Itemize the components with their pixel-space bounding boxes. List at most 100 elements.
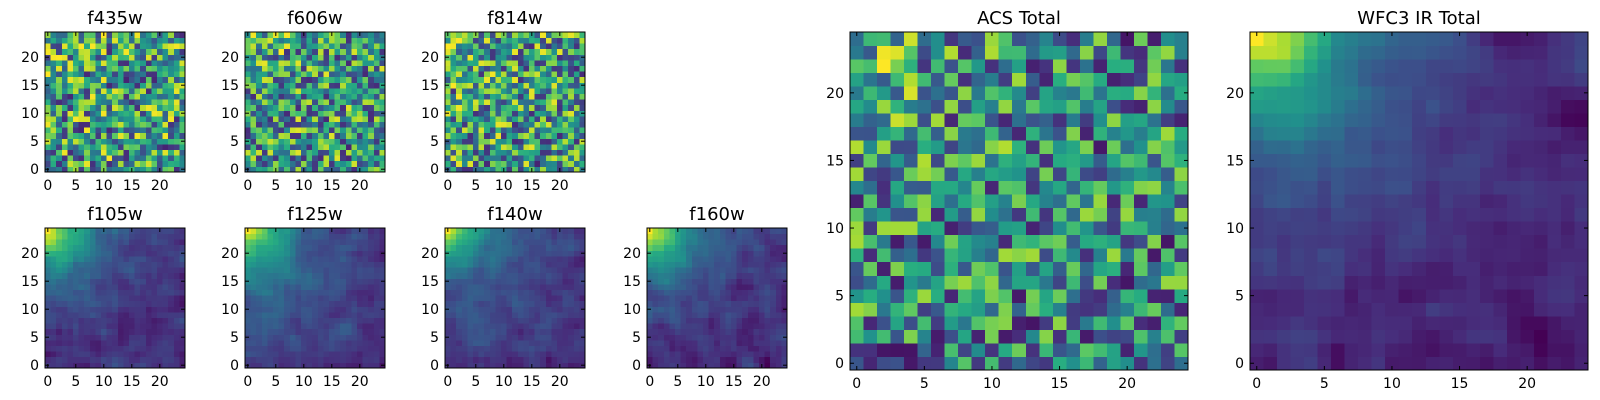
heatmap-cell xyxy=(134,160,141,167)
heatmap-cell xyxy=(529,328,535,335)
heatmap-cell xyxy=(261,149,268,156)
heatmap-cell xyxy=(680,256,687,262)
heatmap-cell xyxy=(489,60,496,66)
heatmap-cell xyxy=(931,288,946,303)
heatmap-cell xyxy=(250,272,257,279)
heatmap-cell xyxy=(691,356,698,363)
heatmap-cell xyxy=(67,233,74,240)
heatmap-cell xyxy=(557,43,563,50)
heatmap-cell xyxy=(261,256,268,262)
heatmap-cell xyxy=(312,121,319,128)
heatmap-cell xyxy=(725,317,732,324)
heatmap-cell xyxy=(323,48,330,55)
heatmap-cell xyxy=(473,261,479,268)
heatmap-cell xyxy=(478,250,485,257)
heatmap-cell xyxy=(61,323,68,330)
heatmap-cell xyxy=(764,340,771,346)
heatmap-cell xyxy=(245,356,251,363)
heatmap-cell xyxy=(117,323,124,330)
heatmap-cell xyxy=(568,233,575,240)
heatmap-cell xyxy=(484,267,491,274)
heatmap-cell xyxy=(261,138,268,145)
heatmap-cell xyxy=(157,317,163,324)
heatmap-cell xyxy=(573,132,580,139)
heatmap-cell xyxy=(658,345,665,352)
heatmap-cell xyxy=(517,110,524,117)
heatmap-cell xyxy=(489,300,496,307)
heatmap-cell xyxy=(467,82,474,89)
heatmap-cell xyxy=(162,43,169,50)
heatmap-cell xyxy=(289,166,296,173)
heatmap-cell xyxy=(697,306,704,313)
heatmap-cell xyxy=(273,256,279,262)
heatmap-cell xyxy=(267,144,274,150)
heatmap-cell xyxy=(261,228,268,234)
heatmap-cell xyxy=(334,60,341,66)
heatmap-cell xyxy=(545,345,552,352)
heatmap-cell xyxy=(445,351,451,358)
heatmap-cell xyxy=(781,284,788,290)
heatmap-cell xyxy=(764,228,771,234)
heatmap-cell xyxy=(151,127,158,134)
heatmap-cell xyxy=(301,250,307,257)
heatmap-cell xyxy=(145,104,152,111)
heatmap-cell xyxy=(112,233,119,240)
heatmap-cell xyxy=(145,99,152,106)
heatmap-cell xyxy=(501,54,507,61)
heatmap-cell xyxy=(123,54,130,61)
heatmap-cell xyxy=(56,306,63,313)
heatmap-cell xyxy=(545,233,552,240)
heatmap-cell xyxy=(484,121,491,128)
heatmap-cell xyxy=(714,345,721,352)
heatmap-cell xyxy=(764,351,771,358)
heatmap-cell xyxy=(278,261,285,268)
heatmap-cell xyxy=(106,160,113,167)
heatmap-cell xyxy=(736,284,743,290)
heatmap-cell xyxy=(1052,261,1067,276)
y-tick-label: 5 xyxy=(632,330,641,346)
heatmap-cell xyxy=(568,300,575,307)
heatmap-cell xyxy=(517,256,524,262)
heatmap-cell xyxy=(450,166,457,173)
heatmap-cell xyxy=(1160,221,1175,236)
heatmap-cell xyxy=(1012,180,1027,195)
heatmap-cell xyxy=(45,65,51,72)
heatmap-cell xyxy=(168,345,175,352)
heatmap-cell xyxy=(467,76,474,83)
heatmap-cell xyxy=(351,306,358,313)
heatmap-cell xyxy=(775,295,782,302)
heatmap-cell xyxy=(278,127,285,134)
heatmap-cell xyxy=(652,284,659,290)
y-tick-label: 15 xyxy=(221,274,239,290)
heatmap-cell xyxy=(151,261,158,268)
heatmap-cell xyxy=(742,284,749,290)
heatmap-cell xyxy=(45,76,51,83)
heatmap-cell xyxy=(267,48,274,55)
heatmap-cell xyxy=(278,82,285,89)
heatmap-cell xyxy=(579,323,586,330)
heatmap-cell xyxy=(1120,261,1135,276)
heatmap-cell xyxy=(117,54,124,61)
heatmap-cell xyxy=(473,312,479,318)
heatmap-cell xyxy=(450,328,457,335)
heatmap-cell xyxy=(506,166,513,173)
heatmap-cell xyxy=(250,300,257,307)
heatmap-cell xyxy=(506,362,513,369)
heatmap-cell xyxy=(278,138,285,145)
heatmap-cell xyxy=(256,76,263,83)
heatmap-cell xyxy=(450,261,457,268)
heatmap-cell xyxy=(473,65,479,72)
heatmap-cell xyxy=(450,312,457,318)
heatmap-cell xyxy=(540,233,547,240)
heatmap-cell xyxy=(261,54,268,61)
heatmap-cell xyxy=(334,272,341,279)
heatmap-cell xyxy=(568,132,575,139)
heatmap-cell xyxy=(151,244,158,251)
heatmap-cell xyxy=(334,71,341,78)
heatmap-cell xyxy=(95,340,102,346)
heatmap-cell xyxy=(1025,302,1040,317)
heatmap-cell xyxy=(351,312,358,318)
heatmap-cell xyxy=(345,256,352,262)
heatmap-cell xyxy=(273,76,279,83)
heatmap-cell xyxy=(168,233,175,240)
